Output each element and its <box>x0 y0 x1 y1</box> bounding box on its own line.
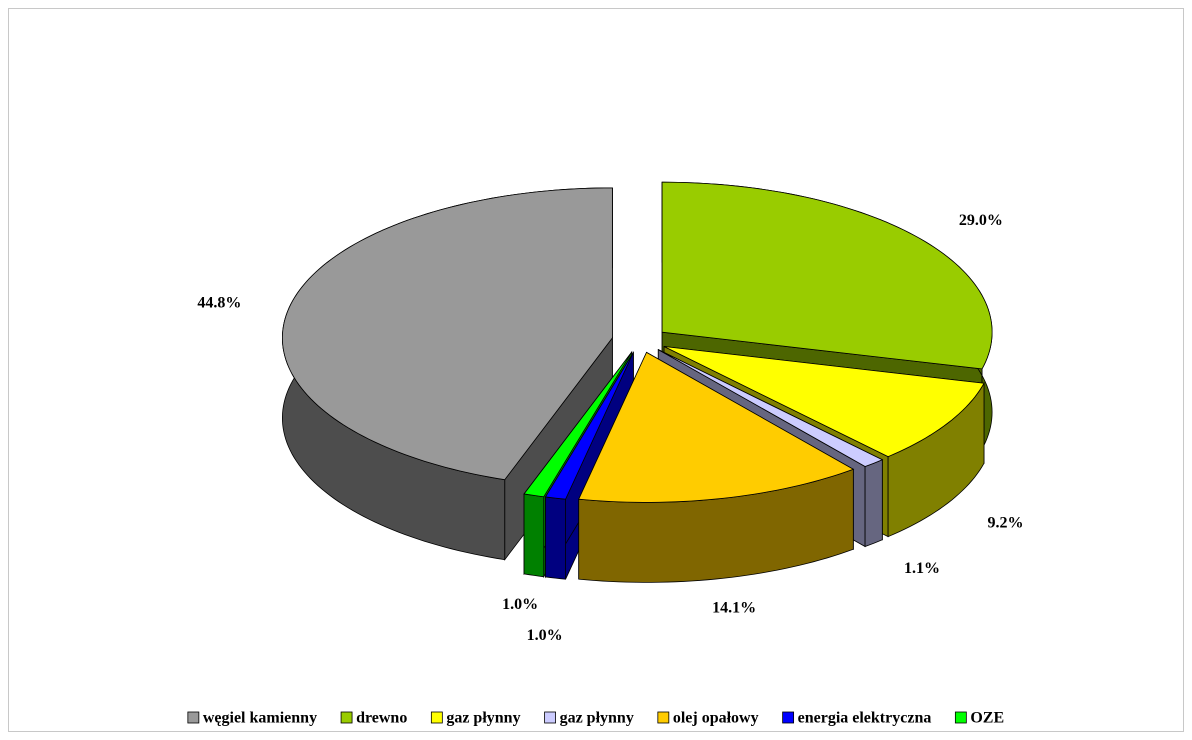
legend-swatch <box>430 711 443 724</box>
data-label: 29.0% <box>959 212 1003 229</box>
slice-wall <box>864 459 883 548</box>
legend-label: energia elektryczna <box>798 710 932 727</box>
slice-top <box>281 187 613 481</box>
legend-item: olej opałowy <box>657 710 759 727</box>
legend-item: gaz płynny <box>544 710 634 727</box>
slice <box>578 351 855 583</box>
legend-label: drewno <box>356 710 407 727</box>
legend-label: gaz płynny <box>446 710 520 727</box>
legend-swatch <box>187 711 200 724</box>
legend-swatch <box>544 711 556 724</box>
legend-swatch <box>782 711 795 724</box>
legend-swatch <box>954 711 967 724</box>
data-label: 9.2% <box>987 515 1023 532</box>
slice-wall <box>545 496 566 580</box>
slice-top <box>663 346 985 458</box>
legend-item: gaz płynny <box>430 710 521 727</box>
legend-label: węgiel kamienny <box>203 710 317 727</box>
slice-wall <box>523 493 545 578</box>
slice-top <box>661 181 993 370</box>
legend-item: węgiel kamienny <box>187 710 317 727</box>
legend-item: energia elektryczna <box>782 710 932 727</box>
data-label: 1.0% <box>527 627 563 644</box>
legend-label: OZE <box>970 710 1004 727</box>
slice-top <box>658 349 884 467</box>
legend-swatch <box>657 711 670 724</box>
data-label: 1.0% <box>502 596 538 613</box>
legend-label: olej opałowy <box>673 710 759 727</box>
slice-top <box>578 351 855 503</box>
legend-label: gaz płynny <box>560 710 634 727</box>
data-label: 14.1% <box>712 599 756 616</box>
slice-top <box>544 352 634 500</box>
data-label: 44.8% <box>197 294 241 311</box>
slice-top <box>523 351 633 498</box>
data-label: 1.1% <box>904 560 940 577</box>
legend-item: drewno <box>340 710 407 727</box>
legend-swatch <box>340 711 353 724</box>
legend-item: OZE <box>954 710 1004 727</box>
